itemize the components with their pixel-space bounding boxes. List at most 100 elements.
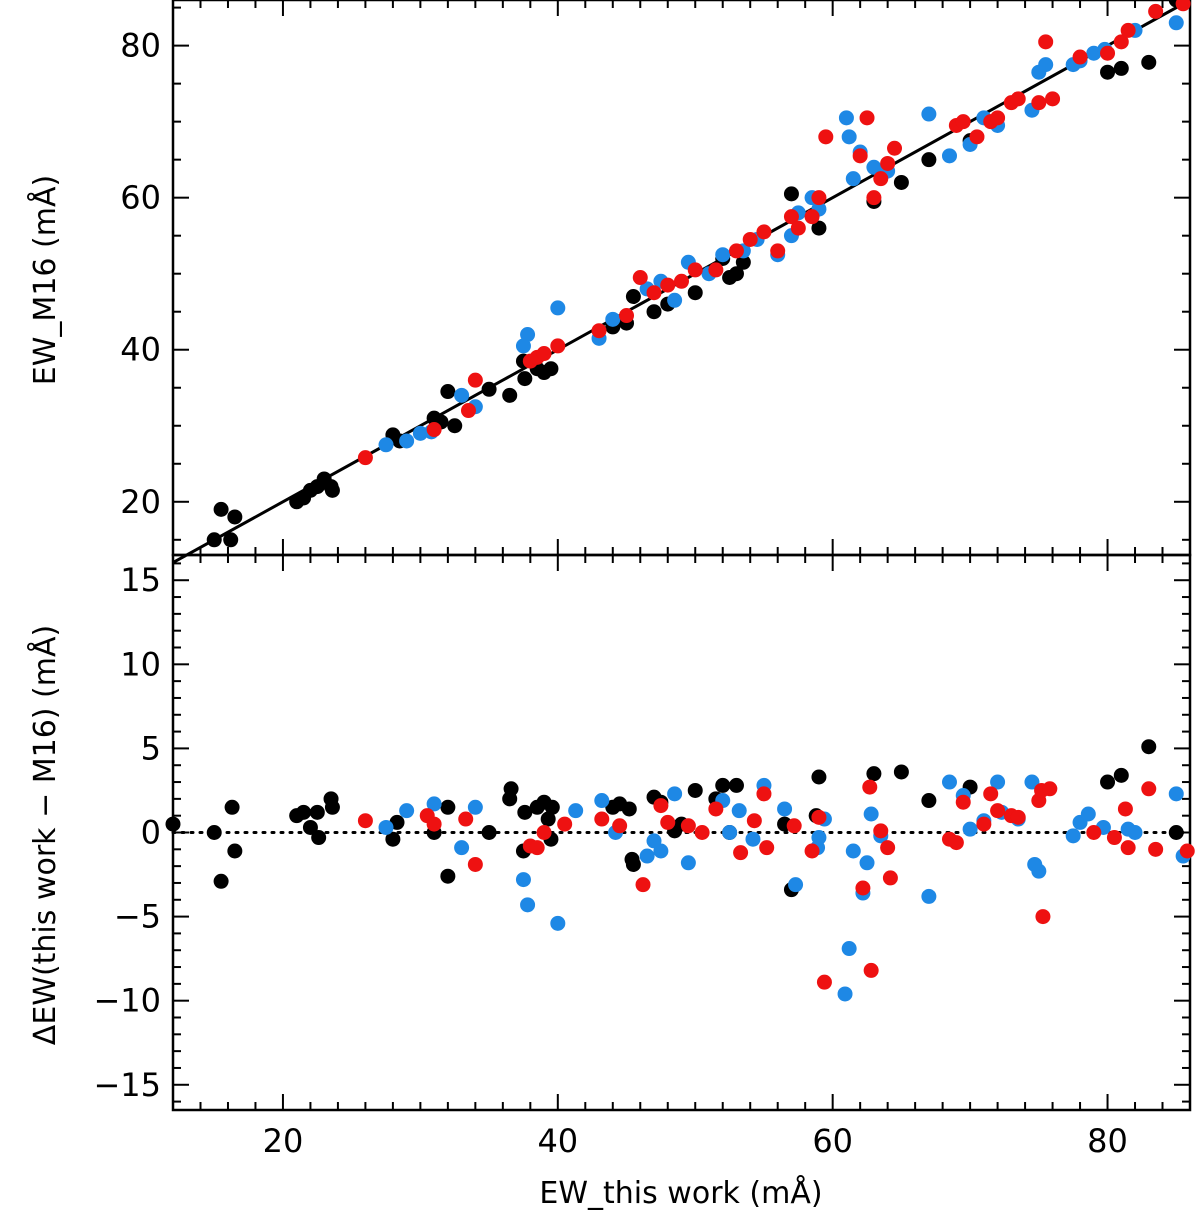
top-point-blue bbox=[866, 159, 882, 175]
top-point-red bbox=[660, 277, 676, 293]
bottom-y-tick-label: 10 bbox=[120, 645, 161, 683]
bottom-point-black bbox=[311, 830, 327, 846]
bottom-point-blue bbox=[722, 825, 738, 840]
top-point-red bbox=[467, 372, 483, 388]
bottom-y-tick-label: 15 bbox=[120, 561, 161, 599]
bottom-point-blue bbox=[639, 848, 655, 864]
bottom-point-black bbox=[324, 799, 340, 815]
bottom-point-blue bbox=[990, 774, 1006, 790]
bottom-point-red bbox=[786, 818, 802, 834]
bottom-point-blue bbox=[653, 843, 669, 859]
top-point-red bbox=[783, 209, 799, 225]
top-point-black bbox=[447, 418, 463, 434]
bottom-point-red bbox=[1148, 841, 1164, 857]
bottom-point-red bbox=[1086, 825, 1102, 840]
bottom-point-black bbox=[544, 799, 560, 815]
bottom-point-blue bbox=[1127, 825, 1143, 840]
top-point-blue bbox=[921, 106, 937, 122]
bottom-point-blue bbox=[467, 799, 483, 815]
bottom-point-blue bbox=[1168, 786, 1184, 802]
bottom-point-black bbox=[165, 816, 181, 832]
top-point-blue bbox=[378, 437, 394, 453]
top-point-red bbox=[1072, 49, 1088, 65]
top-point-red bbox=[1038, 34, 1054, 50]
top-point-black bbox=[227, 509, 243, 525]
top-y-axis-title: EW_M16 (mÅ) bbox=[27, 175, 63, 385]
top-point-red bbox=[811, 190, 827, 206]
top-point-blue bbox=[605, 311, 621, 327]
bottom-point-black bbox=[1168, 825, 1184, 840]
bottom-point-black bbox=[1141, 739, 1157, 755]
top-point-red bbox=[1120, 22, 1136, 38]
top-y-tick-label: 40 bbox=[120, 331, 161, 369]
bottom-point-red bbox=[660, 814, 676, 830]
top-point-black bbox=[921, 152, 937, 168]
x-tick-label: 80 bbox=[1087, 1122, 1128, 1160]
top-point-blue bbox=[1168, 15, 1184, 31]
bottom-point-red bbox=[1141, 781, 1157, 797]
bottom-point-black bbox=[866, 766, 882, 782]
bottom-point-blue bbox=[811, 830, 827, 846]
bottom-point-blue bbox=[1065, 828, 1081, 844]
top-point-red bbox=[619, 308, 635, 324]
bottom-point-black bbox=[715, 777, 731, 793]
bottom-y-axis-title: ΔEW(this work − M16) (mÅ) bbox=[27, 625, 63, 1045]
bottom-point-black bbox=[206, 825, 222, 840]
top-point-red bbox=[756, 224, 772, 240]
top-point-blue bbox=[667, 292, 683, 308]
bottom-point-blue bbox=[837, 986, 853, 1002]
bottom-point-red bbox=[357, 813, 373, 829]
top-y-tick-label: 20 bbox=[120, 483, 161, 521]
top-point-red bbox=[357, 450, 373, 466]
bottom-y-tick-label: −15 bbox=[93, 1066, 161, 1104]
top-point-red bbox=[1100, 45, 1116, 61]
top-point-red bbox=[818, 129, 834, 145]
bottom-point-blue bbox=[745, 831, 761, 847]
top-point-red bbox=[728, 243, 744, 259]
top-points bbox=[206, 0, 1191, 548]
top-point-black bbox=[481, 381, 497, 397]
bottom-point-blue bbox=[859, 855, 875, 871]
top-point-red bbox=[1148, 3, 1164, 19]
bottom-point-red bbox=[635, 877, 651, 893]
top-point-red bbox=[804, 209, 820, 225]
top-point-red bbox=[674, 273, 689, 289]
bottom-point-black bbox=[213, 873, 229, 889]
bottom-point-red bbox=[1117, 801, 1133, 817]
top-point-black bbox=[687, 285, 703, 301]
bottom-y-tick-label: 0 bbox=[141, 814, 161, 852]
top-point-red bbox=[873, 171, 889, 187]
top-point-black bbox=[728, 266, 744, 282]
x-tick-label: 20 bbox=[263, 1122, 304, 1160]
bottom-point-red bbox=[955, 794, 971, 810]
bottom-point-red bbox=[990, 803, 1006, 819]
bottom-point-red bbox=[694, 825, 710, 840]
bottom-point-blue bbox=[1080, 806, 1096, 822]
top-point-red bbox=[687, 262, 703, 278]
bottom-y-tick-label: −5 bbox=[114, 898, 161, 936]
top-point-red bbox=[426, 422, 442, 438]
bottom-point-black bbox=[517, 804, 533, 820]
top-point-red bbox=[632, 270, 648, 285]
x-axis-title: EW_this work (mÅ) bbox=[539, 1175, 822, 1211]
bottom-point-black bbox=[687, 782, 703, 798]
top-point-black bbox=[517, 371, 533, 387]
top-point-black bbox=[783, 186, 799, 202]
bottom-point-black bbox=[621, 801, 637, 817]
top-point-red bbox=[1031, 95, 1047, 111]
top-point-blue bbox=[941, 148, 957, 164]
bottom-point-blue bbox=[962, 821, 978, 837]
bottom-point-black bbox=[296, 804, 312, 820]
top-point-blue bbox=[520, 327, 536, 343]
top-point-black bbox=[206, 532, 222, 548]
bottom-point-red bbox=[612, 818, 628, 834]
top-point-blue bbox=[1038, 57, 1054, 73]
bottom-point-red bbox=[1179, 843, 1195, 859]
bottom-point-black bbox=[811, 769, 827, 785]
bottom-point-blue bbox=[841, 941, 857, 957]
top-point-red bbox=[550, 338, 566, 354]
bottom-ticks: −15 −10 −5 0 5 10 15 20 40 60 80 bbox=[93, 555, 1191, 1160]
bottom-point-red bbox=[746, 813, 762, 829]
bottom-point-red bbox=[1035, 909, 1051, 925]
